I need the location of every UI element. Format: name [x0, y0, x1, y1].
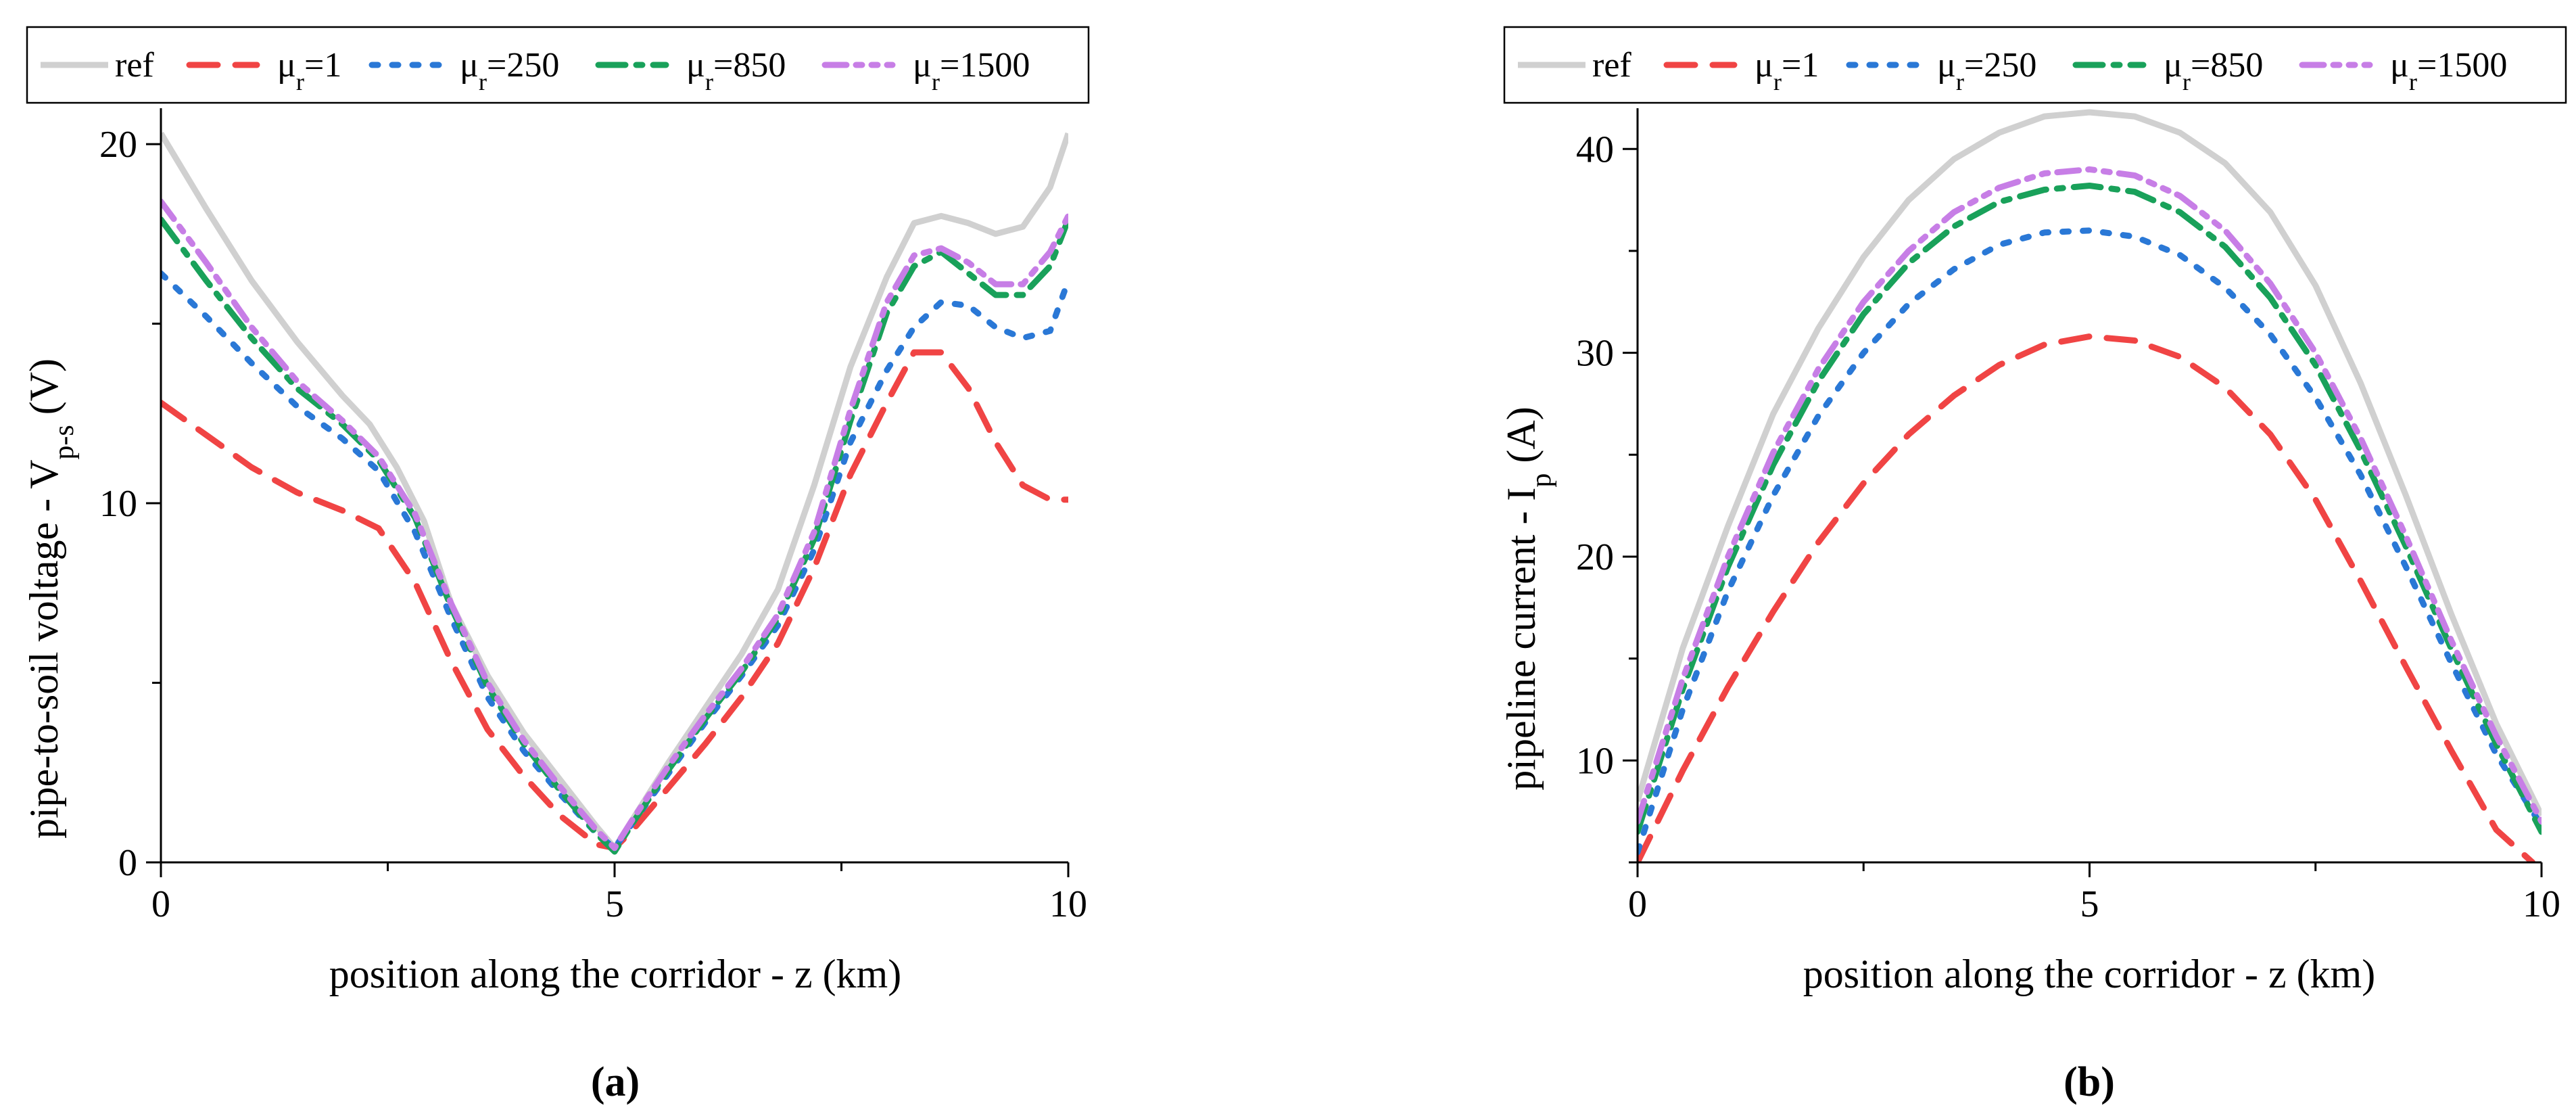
legend-b-mu1-label: μr=1: [1755, 46, 1819, 95]
legend-a-item-mu850: μr=850: [595, 46, 786, 95]
x-tick-label-b: 10: [2523, 883, 2560, 925]
series-b-mu1: [1638, 333, 2536, 862]
series-group-a: [161, 131, 1068, 855]
legend-b-item-mu850: μr=850: [2072, 46, 2263, 95]
legend-b-item-ref: ref: [1518, 46, 1631, 85]
legend-b: ref μr=1 μr=250 μr=850 μr=1500: [1503, 26, 2567, 104]
series-b-mu250: [1638, 227, 2542, 856]
y-tick-label-a: 0: [118, 842, 137, 884]
legend-a-item-mu1500: μr=1500: [821, 46, 1030, 95]
legend-a-item-mu250: μr=250: [368, 46, 559, 95]
y-tick-label-a: 10: [99, 483, 137, 525]
panel-label-a: (a): [591, 1059, 640, 1105]
legend-b-mu250-label: μr=250: [1937, 46, 2036, 95]
x-tick-label-b: 5: [2080, 883, 2099, 925]
series-b-mu850: [1638, 183, 2542, 835]
legend-a-item-ref: ref: [41, 46, 154, 85]
series-a-mu1500: [161, 198, 1068, 852]
y-tick-label-a: 20: [99, 124, 137, 166]
plot-b: 0 5 10 10 20 30 40: [1576, 108, 2560, 925]
legend-a-mu1-label: μr=1: [277, 46, 341, 95]
x-tick-label-b: 0: [1628, 883, 1647, 925]
ylabel-b: pipeline current - Ip (A): [1499, 406, 1557, 790]
y-tick-label-b: 40: [1576, 129, 1614, 170]
ylabel-a: pipe-to-soil voltage - Vp-s (V): [22, 358, 80, 839]
xlabel-a: position along the corridor - z (km): [329, 952, 901, 996]
series-group-b: [1638, 109, 2542, 862]
series-a-mu1: [161, 349, 1068, 852]
y-tick-label-b: 20: [1576, 536, 1614, 578]
x-tick-label-a: 0: [151, 883, 170, 925]
legend-a-mu1500-label: μr=1500: [913, 46, 1030, 95]
legend-a: ref μr=1 μr=250 μr=850 μr=1500: [26, 26, 1090, 104]
panel-b: ref μr=1 μr=250 μr=850 μr=1500 0 5 10 10 20 3…: [1499, 26, 2567, 1105]
y-tick-label-b: 30: [1576, 333, 1614, 375]
legend-b-mu850-label: μr=850: [2164, 46, 2263, 95]
legend-b-item-mu1500: μr=1500: [2299, 46, 2507, 95]
panel-label-b: (b): [2064, 1059, 2115, 1105]
x-tick-label-a: 10: [1049, 883, 1087, 925]
legend-b-ref-label: ref: [1592, 46, 1631, 85]
legend-a-mu850-label: μr=850: [686, 46, 786, 95]
xlabel-b: position along the corridor - z (km): [1803, 952, 2375, 996]
plot-a: 0 5 10 0 10 20: [99, 108, 1087, 925]
x-tick-label-a: 5: [605, 883, 624, 925]
panel-a: ref μr=1 μr=250 μr=850 μr=1500 0 5 10 0 10 20…: [22, 26, 1090, 1105]
legend-a-item-mu1: μr=1: [186, 46, 341, 95]
legend-a-ref-label: ref: [115, 46, 154, 85]
legend-b-item-mu250: μr=250: [1846, 46, 2036, 95]
series-b-ref: [1638, 109, 2542, 817]
series-a-mu850: [161, 216, 1068, 855]
legend-b-item-mu1: μr=1: [1663, 46, 1819, 95]
y-tick-label-b: 10: [1576, 740, 1614, 782]
legend-b-mu1500-label: μr=1500: [2390, 46, 2507, 95]
series-b-mu1500: [1638, 166, 2542, 825]
legend-a-mu250-label: μr=250: [460, 46, 559, 95]
series-a-mu250: [161, 270, 1068, 852]
